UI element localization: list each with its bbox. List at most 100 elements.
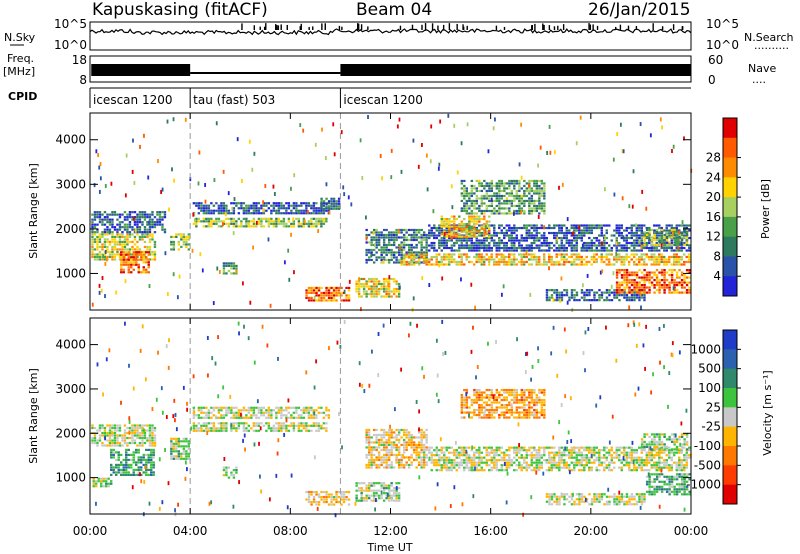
data-cell [498,202,501,205]
data-cell [292,416,296,419]
data-cell [332,205,336,208]
data-cell [410,441,413,444]
data-cell [465,235,468,238]
data-cell [485,184,489,188]
data-cell [121,436,124,440]
data-cell [385,248,388,252]
data-speck [615,241,618,246]
data-cell [141,426,144,430]
data-cell [640,253,643,256]
data-cell [365,253,368,257]
data-cell [187,440,191,443]
data-cell [508,229,511,232]
data-cell [525,236,528,240]
data-speck [660,243,663,248]
data-speck [216,266,219,271]
data-cell [480,209,484,213]
data-cell [638,234,641,237]
data-cell [618,288,621,292]
data-cell [463,253,466,256]
data-cell [470,194,474,198]
data-cell [182,445,186,448]
data-cell [270,212,273,215]
data-cell [640,224,643,227]
data-cell [648,288,651,292]
data-cell [643,253,646,256]
data-cell [460,182,464,185]
data-cell [122,468,125,472]
data-cell [608,260,611,264]
data-cell [430,231,433,235]
data-cell [655,234,658,237]
data-speck [147,175,150,180]
colorbar-tick-label: 8 [713,249,721,263]
data-cell [143,226,147,229]
data-cell [365,436,368,439]
data-cell [202,204,206,207]
data-cell [643,273,646,277]
data-cell [375,246,378,249]
data-cell [146,248,149,251]
data-speck [264,183,267,188]
data-cell [265,220,268,223]
data-cell [325,294,328,297]
data-cell [141,223,144,226]
data-cell [177,455,181,458]
data-cell [202,429,206,432]
data-cell [106,255,109,259]
data-cell [633,241,636,245]
data-cell [111,213,114,216]
data-cell [650,243,654,247]
data-cell [660,268,664,272]
data-cell [372,238,376,242]
data-cell [405,253,408,256]
data-cell [503,244,506,247]
data-cell [525,182,529,185]
data-cell [463,189,466,193]
data-speck [172,272,175,277]
data-cell [141,441,144,445]
data-cell [465,230,468,233]
data-cell [503,184,506,188]
data-cell [402,463,406,467]
data-cell [292,424,296,427]
data-cell [192,422,196,425]
data-cell [330,202,333,205]
data-cell [510,260,513,264]
data-cell [287,207,291,210]
data-cell [337,495,341,499]
data-cell [380,484,383,487]
data-cell [473,187,476,190]
data-cell [128,213,132,216]
data-cell [605,246,608,250]
data-cell [307,291,311,295]
data-cell [665,249,668,252]
data-cell [307,416,311,419]
data-cell [553,263,556,266]
data-cell [120,463,123,467]
data-cell [475,230,478,233]
data-cell [533,246,536,250]
data-cell [332,495,336,499]
data-cell [470,184,474,188]
data-cell [633,231,636,235]
data-cell [460,246,463,250]
data-cell [130,466,133,469]
data-speck [599,270,602,275]
data-cell [152,451,155,454]
data-cell [98,429,102,432]
data-cell [583,258,586,261]
data-cell [380,461,383,464]
data-cell [250,416,253,419]
data-cell [362,499,366,502]
data-cell [215,202,218,205]
data-cell [122,473,125,477]
data-cell [245,207,248,210]
data-cell [108,243,112,246]
data-cell [670,263,673,266]
data-speck [97,153,100,158]
data-cell [322,500,326,504]
data-cell [518,182,521,185]
data-cell [505,212,509,215]
data-cell [377,466,381,469]
